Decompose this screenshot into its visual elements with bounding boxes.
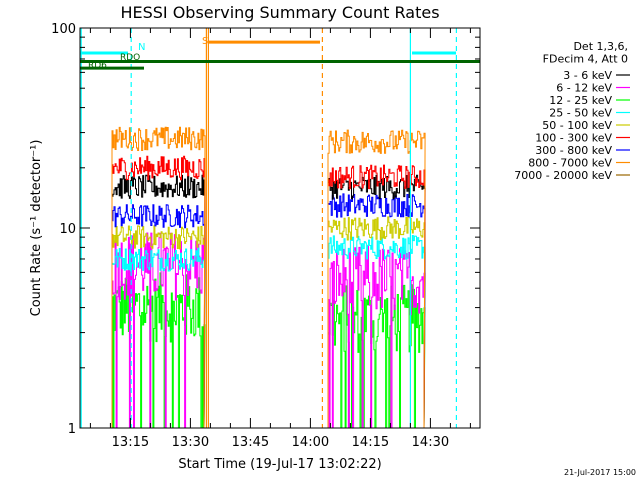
- legend-entry-label: 50 - 100 keV: [542, 119, 612, 132]
- legend-entry-label: 300 - 800 keV: [535, 144, 612, 157]
- legend-entry-label: 800 - 7000 keV: [528, 157, 612, 170]
- plot-area: N S RDO RD6 1 10 100 13:15 13:30 13:45 14:00 14:15 1…: [51, 22, 481, 450]
- flag-label: S: [202, 36, 208, 47]
- legend-entry-label: 6 - 12 keV: [556, 82, 612, 95]
- y-tick-label: 100: [51, 22, 76, 37]
- legend-entry-label: 25 - 50 keV: [549, 107, 612, 120]
- legend-entry-label: 3 - 6 keV: [563, 69, 612, 82]
- series-line: [111, 126, 206, 428]
- x-tick-label: 14:00: [292, 435, 329, 450]
- legend-entry-label: 100 - 300 keV: [535, 132, 612, 145]
- x-axis-label: Start Time (19-Jul-17 13:02:22): [178, 457, 381, 472]
- series-line: [111, 272, 206, 428]
- timestamp: 21-Jul-2017 15:00: [564, 468, 636, 477]
- series-line: [111, 155, 206, 428]
- legend-entry-label: 12 - 25 keV: [549, 94, 612, 107]
- x-tick-label: 13:45: [232, 435, 269, 450]
- series-line: [327, 245, 426, 428]
- y-axis-label: Count Rate (s⁻¹ detector⁻¹): [29, 140, 44, 317]
- flag-label: RDO: [120, 53, 140, 63]
- series-line: [327, 129, 426, 428]
- x-tick-label: 14:15: [352, 435, 389, 450]
- series-line: [327, 164, 426, 428]
- series-line: [111, 247, 206, 428]
- series-line: [327, 216, 426, 428]
- series-line: [111, 225, 206, 428]
- x-tick-label: 13:15: [112, 435, 149, 450]
- series-line: [111, 174, 206, 428]
- x-tick-label: 13:30: [172, 435, 209, 450]
- series-line: [327, 284, 426, 428]
- trace-group: [80, 28, 480, 428]
- chart-title: HESSI Observing Summary Count Rates: [120, 3, 439, 22]
- y-tick-label: 10: [59, 222, 76, 237]
- flag-label: N: [138, 42, 145, 53]
- series-line: [327, 235, 426, 428]
- legend-header: FDecim 4, Att 0: [543, 53, 628, 66]
- series-line: [111, 232, 206, 428]
- series-line: [327, 193, 426, 428]
- series-line: [111, 204, 206, 428]
- y-tick-label: 1: [68, 422, 76, 437]
- legend-header: Det 1,3,6,: [573, 40, 628, 53]
- x-tick-label: 14:30: [412, 435, 449, 450]
- flag-label: RD6: [88, 61, 107, 71]
- legend-entry-label: 7000 - 20000 keV: [514, 169, 612, 182]
